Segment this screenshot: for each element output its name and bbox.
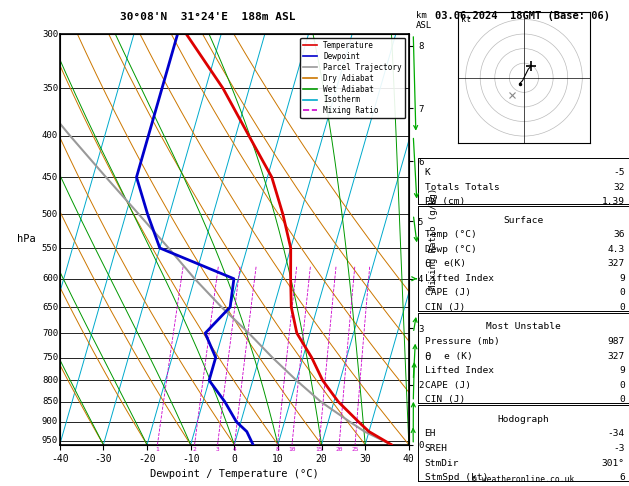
Text: StmDir: StmDir xyxy=(425,458,459,468)
Text: Hodograph: Hodograph xyxy=(498,415,550,424)
Text: 300: 300 xyxy=(42,30,58,38)
Text: 900: 900 xyxy=(42,417,58,426)
Text: 350: 350 xyxy=(42,84,58,93)
Text: Pressure (mb): Pressure (mb) xyxy=(425,337,499,346)
Text: 327: 327 xyxy=(608,260,625,268)
Text: 700: 700 xyxy=(42,329,58,338)
Text: PW (cm): PW (cm) xyxy=(425,197,465,207)
Text: km
ASL: km ASL xyxy=(416,11,432,30)
Text: 8: 8 xyxy=(276,447,279,452)
Text: 03.06.2024  18GMT (Base: 06): 03.06.2024 18GMT (Base: 06) xyxy=(435,11,610,21)
Y-axis label: Mixing Ratio (g/kg): Mixing Ratio (g/kg) xyxy=(429,188,438,291)
Text: -3: -3 xyxy=(613,444,625,453)
Text: -34: -34 xyxy=(608,430,625,438)
Text: 0: 0 xyxy=(619,381,625,390)
Text: 30°08'N  31°24'E  188m ASL: 30°08'N 31°24'E 188m ASL xyxy=(120,12,296,22)
Legend: Temperature, Dewpoint, Parcel Trajectory, Dry Adiabat, Wet Adiabat, Isotherm, Mi: Temperature, Dewpoint, Parcel Trajectory… xyxy=(301,38,405,119)
Text: K: K xyxy=(425,168,430,177)
Text: 1: 1 xyxy=(155,447,159,452)
X-axis label: Dewpoint / Temperature (°C): Dewpoint / Temperature (°C) xyxy=(150,469,319,479)
Text: 650: 650 xyxy=(42,302,58,312)
Text: 750: 750 xyxy=(42,353,58,362)
Text: 400: 400 xyxy=(42,131,58,140)
Text: 36: 36 xyxy=(613,230,625,239)
Text: 4: 4 xyxy=(233,447,237,452)
Text: 500: 500 xyxy=(42,210,58,219)
Text: 0: 0 xyxy=(619,395,625,404)
Text: © weatheronline.co.uk: © weatheronline.co.uk xyxy=(472,474,575,484)
Text: 450: 450 xyxy=(42,173,58,182)
Text: CAPE (J): CAPE (J) xyxy=(425,381,470,390)
Text: 327: 327 xyxy=(608,351,625,361)
Text: 301°: 301° xyxy=(602,458,625,468)
Text: 0: 0 xyxy=(619,303,625,312)
Text: θ: θ xyxy=(425,260,431,269)
Text: Most Unstable: Most Unstable xyxy=(486,323,561,331)
Text: 1.39: 1.39 xyxy=(602,197,625,207)
Text: EH: EH xyxy=(425,430,436,438)
Text: 800: 800 xyxy=(42,376,58,385)
Text: 950: 950 xyxy=(42,436,58,446)
Text: kt: kt xyxy=(461,15,471,24)
Text: Lifted Index: Lifted Index xyxy=(425,366,494,375)
Text: 10: 10 xyxy=(288,447,296,452)
Text: CIN (J): CIN (J) xyxy=(425,303,465,312)
Text: 9: 9 xyxy=(619,274,625,283)
Text: CAPE (J): CAPE (J) xyxy=(425,289,470,297)
Text: 987: 987 xyxy=(608,337,625,346)
Text: 2: 2 xyxy=(192,447,196,452)
Text: 850: 850 xyxy=(42,397,58,406)
Text: 550: 550 xyxy=(42,243,58,253)
Text: 3: 3 xyxy=(216,447,220,452)
Text: Totals Totals: Totals Totals xyxy=(425,183,499,192)
Text: hPa: hPa xyxy=(16,234,35,244)
Text: 0: 0 xyxy=(619,289,625,297)
Text: 25: 25 xyxy=(352,447,359,452)
Text: e (K): e (K) xyxy=(443,351,472,361)
Text: -5: -5 xyxy=(613,168,625,177)
Text: e(K): e(K) xyxy=(443,260,467,268)
Text: 600: 600 xyxy=(42,274,58,283)
Text: Lifted Index: Lifted Index xyxy=(425,274,494,283)
Text: 6: 6 xyxy=(619,473,625,482)
Text: 15: 15 xyxy=(316,447,323,452)
Text: CIN (J): CIN (J) xyxy=(425,395,465,404)
Text: 20: 20 xyxy=(335,447,343,452)
Text: StmSpd (kt): StmSpd (kt) xyxy=(425,473,488,482)
Text: SREH: SREH xyxy=(425,444,448,453)
Text: Temp (°C): Temp (°C) xyxy=(425,230,476,239)
Text: Surface: Surface xyxy=(504,215,543,225)
Text: 32: 32 xyxy=(613,183,625,192)
Text: Dewp (°C): Dewp (°C) xyxy=(425,244,476,254)
Text: θ: θ xyxy=(425,351,431,362)
Text: 9: 9 xyxy=(619,366,625,375)
Text: 4.3: 4.3 xyxy=(608,244,625,254)
